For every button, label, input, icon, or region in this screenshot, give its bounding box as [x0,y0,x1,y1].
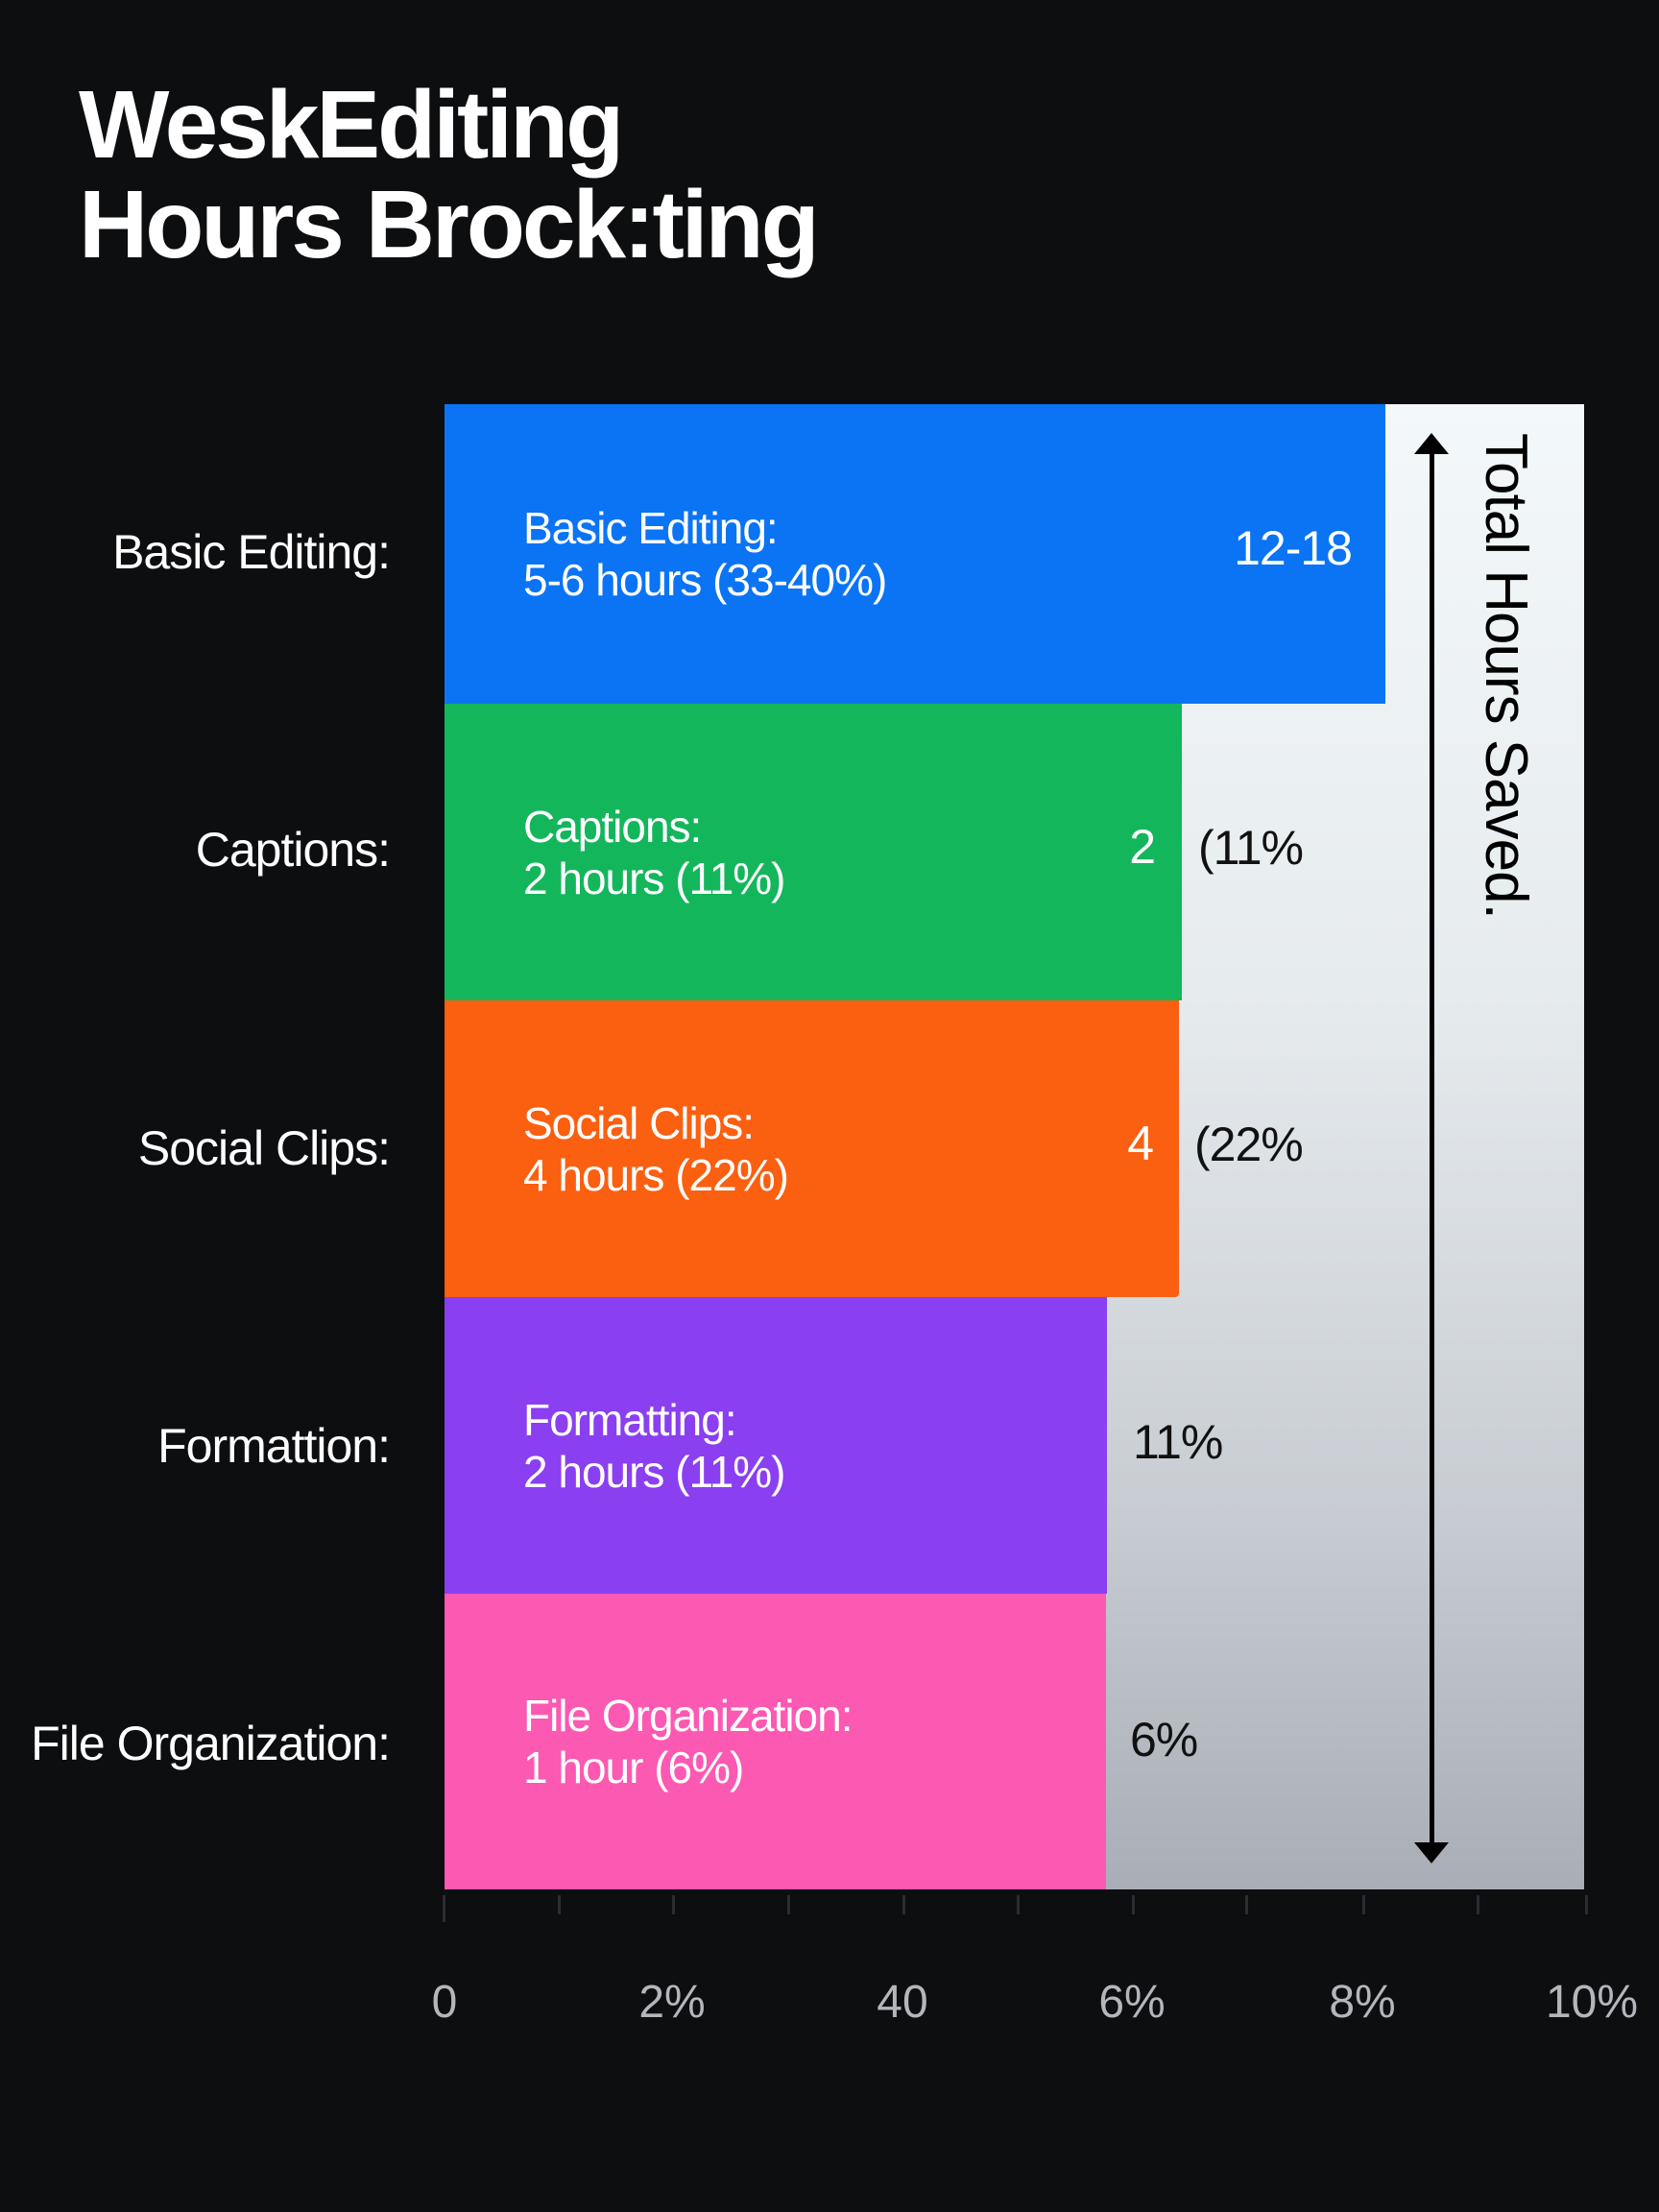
bar-formatting[interactable]: Formatting: 2 hours (11%) [445,1297,1107,1594]
x-tick [1017,1895,1020,1914]
bar-label-formatting: Formatting: 2 hours (11%) [523,1394,786,1498]
row-label-formatting: Formattion: [157,1419,391,1473]
bar-detail: 2 hours (11%) [523,1446,786,1497]
bar-detail: 2 hours (11%) [523,853,786,903]
outside-value-social-clips: (22% [1194,1118,1304,1171]
x-tick-label: 10% [1545,1977,1639,2028]
bar-basic-editing[interactable]: Basic Editing: 5-6 hours (33-40%) 12-18 [445,404,1385,704]
bar-captions[interactable]: Captions: 2 hours (11%) 2 [445,704,1182,1000]
bar-detail: 1 hour (6%) [523,1743,744,1792]
x-tick [558,1895,561,1914]
x-tick [1245,1895,1248,1914]
row-label-captions: Captions: [195,823,391,877]
bar-file-organization[interactable]: File Organization: 1 hour (6%) [445,1594,1106,1889]
x-tick [1132,1895,1135,1914]
bar-social-clips[interactable]: Social Clips: 4 hours (22%) 4 [445,1000,1179,1297]
arrow-line [1430,441,1434,1856]
chart-title-line-2: Hours Brock:ting [79,171,820,278]
bar-detail: 5-6 hours (33-40%) [523,555,887,605]
plot-area: Basic Editing: 5-6 hours (33-40%) 12-18 … [445,404,1584,1889]
bar-title: File Organization: [523,1691,853,1741]
bar-end-value-captions: 2 [1129,819,1156,874]
bar-detail: 4 hours (22%) [523,1149,789,1200]
chart-title: WeskEditing Hours Brock:ting [79,71,820,278]
row-label-file-organization: File Organization: [31,1717,391,1770]
outside-value-captions: (11% [1198,821,1304,875]
x-tick-label: 40 [877,1977,928,2028]
outside-value-formatting: 11% [1133,1415,1223,1469]
bar-title: Formatting: [523,1394,737,1445]
bar-label-captions: Captions: 2 hours (11%) [523,801,786,904]
chart-title-line-1: WeskEditing [79,71,624,179]
bar-title: Basic Editing: [523,503,779,553]
x-tick-label: 8% [1329,1977,1396,2028]
x-tick [902,1895,905,1914]
row-label-social-clips: Social Clips: [137,1121,391,1175]
x-tick [672,1895,675,1914]
x-tick-label: 0 [431,1977,458,2028]
row-label-basic-editing: Basic Editing: [112,525,391,579]
bar-title: Social Clips: [523,1097,755,1148]
x-tick [1477,1895,1479,1914]
double-headed-arrow-icon [1414,433,1449,1863]
bar-title: Captions: [523,801,702,852]
outside-value-file-organization: 6% [1130,1713,1198,1767]
x-tick [1362,1895,1365,1914]
bar-end-value-basic-editing: 12-18 [1234,521,1353,576]
x-tick-label: 2% [638,1977,706,2028]
total-hours-saved-text: Total Hours Saved. [1473,433,1539,919]
total-hours-saved-label: Total Hours Saved. [1472,433,1539,1009]
bar-label-social-clips: Social Clips: 4 hours (22%) [523,1097,789,1201]
bar-label-file-organization: File Organization: 1 hour (6%) [523,1690,853,1793]
x-tick [443,1895,445,1922]
x-axis: 0 2% 40 6% 8% 10% [432,1889,1638,2033]
x-tick [787,1895,790,1914]
x-tick [1585,1895,1588,1914]
x-tick-label: 6% [1098,1977,1166,2028]
bar-label-basic-editing: Basic Editing: 5-6 hours (33-40%) [523,502,887,606]
arrow-down-head-icon [1414,1842,1449,1863]
bar-end-value-social-clips: 4 [1127,1116,1154,1170]
